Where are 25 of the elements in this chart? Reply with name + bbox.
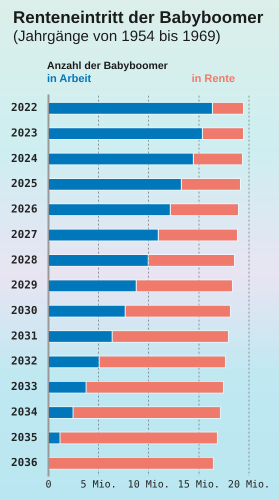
legend-title: Anzahl der Babyboomer [47,60,168,72]
y-tick-label: 2035 [10,430,38,444]
y-tick-label: 2026 [10,202,38,216]
y-tick-label: 2032 [10,354,38,368]
y-tick-label: 2022 [10,101,38,114]
chart-title: Renteneintritt der Babyboomer [13,8,264,28]
series-label: in Rente [192,73,235,85]
x-tick-label: 0 [45,480,52,491]
chart-subtitle: (Jahrgänge von 1954 bis 1969) [13,28,221,45]
x-tick-label: 10 Mio. [128,480,170,491]
y-tick-label: 2027 [10,228,38,241]
series-label: in Arbeit [47,73,92,85]
x-tick-label: 15 Mio. [178,480,220,491]
x-tick-label: 5 Mio. [80,480,117,491]
x-tick-label: 20 Mio. [228,480,270,491]
y-tick-label: 2031 [10,329,38,342]
y-tick-label: 2025 [10,177,38,190]
y-tick-label: 2036 [10,456,38,470]
y-tick-label: 2030 [10,304,38,318]
y-tick-label: 2028 [10,253,38,266]
y-tick-label: 2034 [10,405,38,418]
y-tick-label: 2033 [10,380,38,394]
y-tick-label: 2024 [10,152,38,165]
y-tick-label: 2023 [10,126,38,140]
y-tick-label: 2029 [10,278,38,292]
